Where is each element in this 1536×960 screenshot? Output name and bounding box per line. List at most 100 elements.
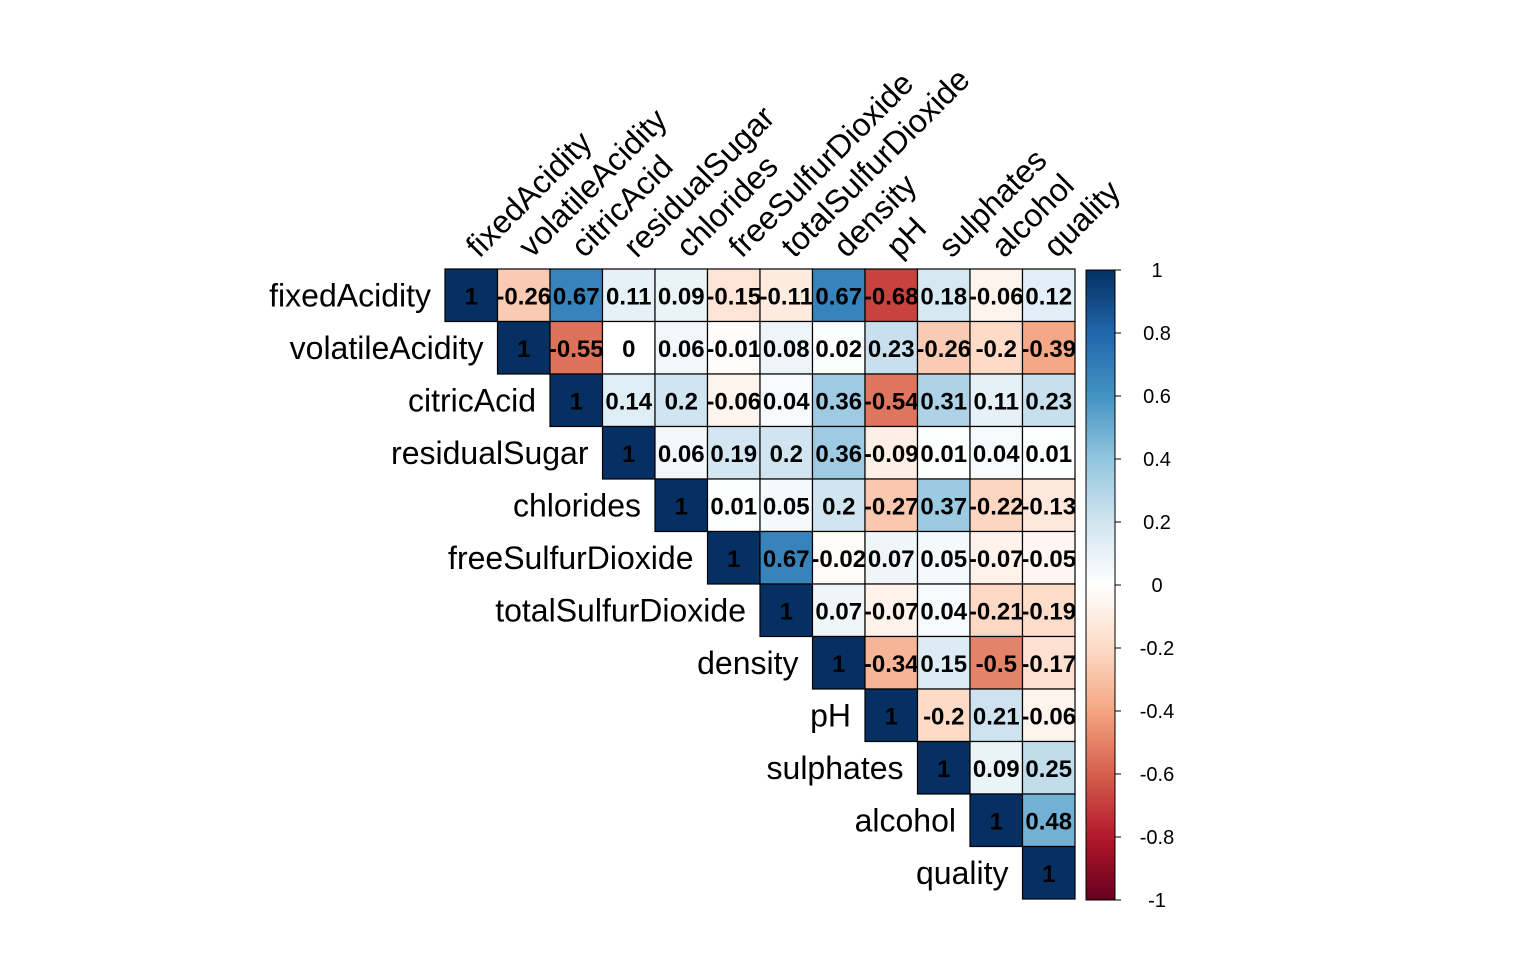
heatmap-cells: 1 -0.26 0.67 0.11 0.09 -0.15-0.11 0.67 -0.68 0.1… [444, 268, 1076, 900]
cell-value-label: -0.26 [496, 283, 551, 310]
heatmap-cell [1021, 845, 1076, 900]
heatmap-cell [706, 373, 761, 428]
row-label: quality [916, 855, 1009, 891]
colorbar-tick-label: 0 [1151, 575, 1162, 597]
cell-value-label: -0.2 [923, 703, 964, 730]
heatmap-cell [969, 635, 1024, 690]
heatmap-cell [1021, 793, 1076, 848]
cell-value-label: -0.19 [1021, 598, 1076, 625]
cell-value-label: 0.67 [815, 283, 862, 310]
row-label: residualSugar [391, 435, 589, 471]
cell-value-label: -0.21 [969, 598, 1024, 625]
heatmap-cell [1021, 268, 1076, 323]
row-label: chlorides [513, 487, 641, 523]
cell-value-label: -0.55 [549, 336, 604, 363]
cell-value-label: 1 [990, 808, 1003, 835]
cell-value-label: 0.2 [822, 493, 855, 520]
colorbar-tick-label: 0.2 [1143, 512, 1171, 534]
cell-value-label: 0.23 [1025, 388, 1072, 415]
colorbar-tick-label: 1 [1151, 260, 1162, 282]
heatmap-cell [811, 583, 866, 638]
heatmap-cell [864, 688, 919, 743]
heatmap-cell [969, 583, 1024, 638]
cell-value-label: 1 [780, 598, 793, 625]
cell-value-label: 0.67 [763, 546, 810, 573]
cell-value-label: -0.34 [864, 651, 919, 678]
row-label: sulphates [767, 750, 904, 786]
heatmap-cell [706, 478, 761, 533]
cell-value-label: 0.04 [763, 388, 810, 415]
cell-value-label: -0.54 [864, 388, 919, 415]
cell-value-label: 0.11 [974, 388, 1019, 415]
colorbar-tick-label: -1 [1148, 890, 1166, 912]
column-labels: fixedAcidityvolatileAciditycitricAcidres… [459, 61, 1127, 264]
cell-value-label: -0.07 [864, 598, 919, 625]
heatmap-cell [1021, 583, 1076, 638]
colorbar-tick-label: -0.2 [1140, 638, 1174, 660]
heatmap-cell [496, 320, 551, 375]
heatmap-cell [496, 268, 551, 323]
cell-value-label: 0.01 [920, 441, 967, 468]
row-label: density [697, 645, 798, 681]
heatmap-cell [811, 530, 866, 585]
cell-value-label: -0.27 [864, 493, 919, 520]
heatmap-cell [706, 530, 761, 585]
cell-value-label: -0.02 [811, 546, 866, 573]
cell-value-label: 0.12 [1025, 283, 1072, 310]
cell-value-label: 1 [570, 388, 583, 415]
heatmap-cell [1021, 635, 1076, 690]
cell-value-label: 0.23 [868, 336, 915, 363]
heatmap-cell [811, 635, 866, 690]
heatmap-cell [969, 320, 1024, 375]
heatmap-cell [916, 635, 971, 690]
cell-value-label: 0.07 [815, 598, 862, 625]
row-label: citricAcid [408, 382, 536, 418]
heatmap-cell [916, 530, 971, 585]
cell-value-label: -0.15 [706, 283, 761, 310]
cell-value-label: 0.31 [920, 388, 967, 415]
row-labels: fixedAcidity volatileAcidity citricAcid res… [269, 277, 1008, 891]
cell-value-label: 0.21 [973, 703, 1020, 730]
colorbar-tick-label: -0.8 [1140, 827, 1174, 849]
cell-value-label: 1 [885, 703, 898, 730]
cell-value-label: 1 [675, 493, 688, 520]
cell-value-label: 0.05 [920, 546, 967, 573]
colorbar: 1 0.8 0.6 0.4 0.2 0 -0.2 -0.4 -0.6 -0.8 -1 [1085, 260, 1174, 912]
heatmap-cell [706, 268, 761, 323]
heatmap-cell [759, 530, 814, 585]
cell-value-label: 0.01 [710, 493, 757, 520]
cell-value-label: 1 [832, 651, 845, 678]
heatmap-cell [549, 373, 604, 428]
cell-value-label: -0.09 [864, 441, 919, 468]
cell-value-label: 0.36 [815, 388, 862, 415]
cell-value-label: 1 [622, 441, 635, 468]
cell-value-label: -0.07 [969, 546, 1024, 573]
heatmap-cell [916, 320, 971, 375]
row-label: freeSulfurDioxide [448, 540, 693, 576]
heatmap-cell [916, 425, 971, 480]
heatmap-cell [706, 320, 761, 375]
cell-value-label: -0.2 [976, 336, 1017, 363]
heatmap-cell [601, 268, 656, 323]
heatmap-cell [811, 478, 866, 533]
cell-value-label: 0.06 [658, 336, 705, 363]
heatmap-cell [654, 373, 709, 428]
heatmap-cell [969, 373, 1024, 428]
colorbar-tick-label: -0.6 [1140, 764, 1174, 786]
row-label: volatileAcidity [290, 330, 484, 366]
colorbar-tick-label: 0.6 [1143, 386, 1171, 408]
cell-value-label: 0.01 [1025, 441, 1072, 468]
cell-value-label: 0.05 [763, 493, 810, 520]
heatmap-cell [811, 268, 866, 323]
heatmap-cell [916, 688, 971, 743]
cell-value-label: 0.04 [920, 598, 967, 625]
cell-value-label: -0.11 [760, 283, 813, 310]
cell-value-label: 1 [727, 546, 740, 573]
heatmap-cell [601, 320, 656, 375]
cell-value-label: -0.06 [706, 388, 761, 415]
cell-value-label: 0.14 [605, 388, 652, 415]
cell-value-label: 0.09 [658, 283, 705, 310]
heatmap-cell [969, 425, 1024, 480]
cell-value-label: -0.06 [1021, 703, 1076, 730]
cell-value-label: 0.2 [770, 441, 803, 468]
